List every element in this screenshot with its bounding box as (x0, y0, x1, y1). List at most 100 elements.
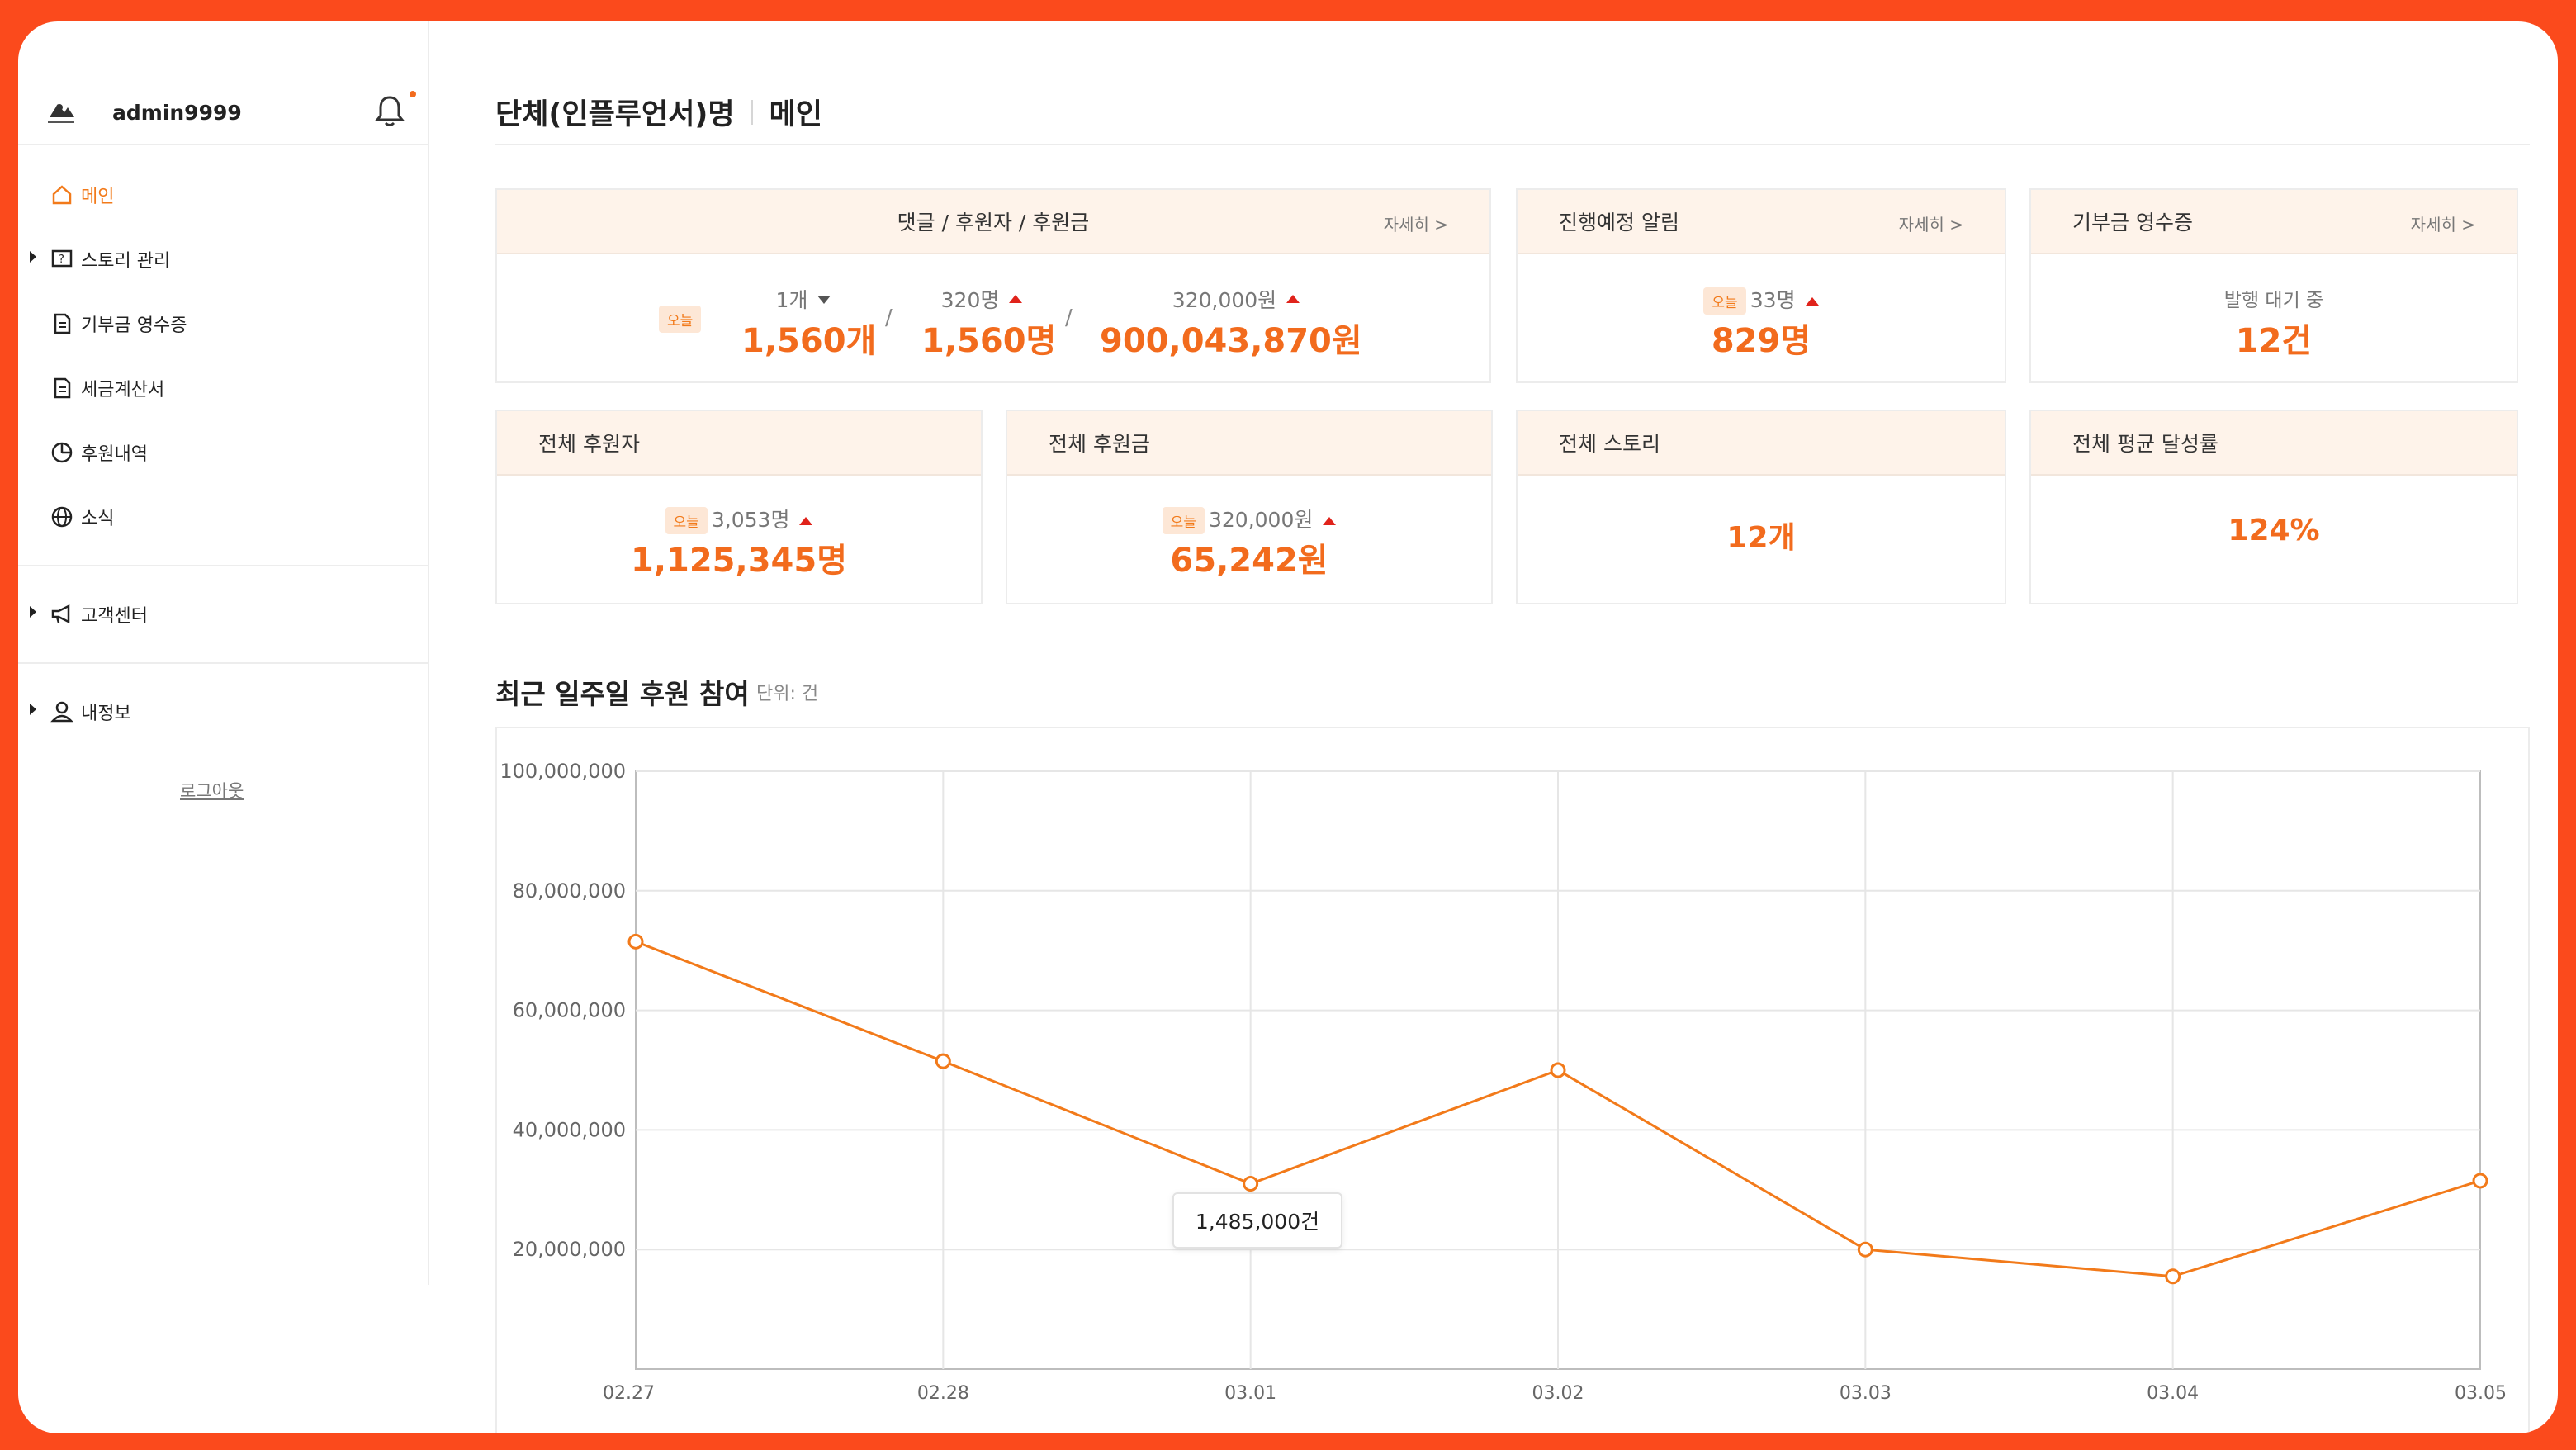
card-header: 전체 스토리 (1518, 411, 2005, 476)
trend-up-icon (1323, 516, 1337, 525)
document-icon (50, 311, 74, 336)
card-header: 전체 후원자 (497, 411, 981, 476)
card-title: 전체 스토리 (1559, 432, 1660, 456)
trend-up-icon (799, 516, 813, 525)
sidebar-item-label: 고객센터 (81, 606, 148, 627)
stat-row: 오늘 3,053명 (497, 504, 981, 534)
card-total-stories: 전체 스토리 12개 (1516, 410, 2006, 604)
trend-down-icon (817, 296, 831, 304)
card-upcoming-alerts: 진행예정 알림 자세히 > 오늘 33명 829명 (1516, 188, 2006, 383)
page-name: 메인 (769, 98, 822, 131)
sidebar-divider (18, 144, 429, 145)
data-point (1857, 1241, 1873, 1258)
caret-right-icon[interactable] (30, 704, 36, 715)
caret-right-icon[interactable] (30, 251, 36, 263)
bell-icon[interactable] (373, 92, 406, 129)
chart-container: 100,000,000 80,000,000 60,000,000 40,000,00… (495, 727, 2530, 1433)
today-badge: 오늘 (1162, 507, 1205, 534)
data-point (2165, 1268, 2181, 1285)
today-badge: 오늘 (1703, 287, 1746, 315)
caret-right-icon[interactable] (30, 606, 36, 618)
stat-row: 오늘 320,000원 (1007, 504, 1491, 534)
sidebar-item-main[interactable]: 메인 (50, 178, 114, 211)
sidebar-item-label: 소식 (81, 509, 115, 529)
stat-big-value: 1,560개 (741, 322, 877, 360)
sidebar-item-label: 스토리 관리 (81, 251, 171, 272)
data-point (2472, 1173, 2488, 1189)
more-link[interactable]: 자세히 > (1898, 215, 1963, 235)
sidebar-item-label: 메인 (81, 187, 115, 207)
data-point (1243, 1176, 1259, 1192)
separator: / (885, 306, 893, 330)
data-point (935, 1053, 951, 1069)
card-donation-receipt: 기부금 영수증 자세히 > 발행 대기 중 12건 (2029, 188, 2518, 383)
card-title: 댓글 / 후원자 / 후원금 (897, 211, 1090, 235)
x-tick-label: 03.01 (1224, 1383, 1276, 1404)
clock-icon (50, 440, 74, 465)
stat-sub-value: 발행 대기 중 (2223, 290, 2324, 311)
stat-sub-value: 320명 (940, 288, 1000, 312)
user-icon (50, 699, 74, 724)
stat-comments: 1개 (741, 284, 865, 314)
more-link[interactable]: 자세히 > (2410, 215, 2475, 235)
data-point (627, 933, 644, 950)
sidebar-item-story[interactable]: ? 스토리 관리 (50, 243, 170, 276)
stat-sub-value: 33명 (1750, 288, 1796, 312)
chart-section-title: 최근 일주일 후원 참여 (495, 678, 750, 710)
x-tick-label: 03.05 (2455, 1383, 2507, 1404)
sidebar-item-support[interactable]: 고객센터 (50, 598, 148, 631)
card-header: 기부금 영수증 자세히 > (2031, 190, 2517, 254)
stat-big-value: 829명 (1711, 322, 1811, 360)
card-header: 댓글 / 후원자 / 후원금 자세히 > (497, 190, 1489, 254)
trend-up-icon (1286, 295, 1300, 303)
trend-up-icon (1009, 295, 1023, 303)
org-name: 단체(인플루언서)명 (495, 98, 735, 131)
sidebar-item-tax-invoice[interactable]: 세금계산서 (50, 372, 164, 405)
stat-amount: 320,000원 (1133, 284, 1339, 314)
stat-sub-value: 1개 (775, 288, 808, 312)
chart-unit-label: 단위: 건 (756, 684, 819, 704)
x-tick-label: 02.28 (917, 1383, 969, 1404)
more-link[interactable]: 자세히 > (1383, 215, 1448, 235)
profile: admin9999 (43, 91, 416, 134)
card-header: 전체 후원금 (1007, 411, 1491, 476)
svg-text:?: ? (59, 254, 64, 266)
line-chart: 100,000,000 80,000,000 60,000,000 40,000,00… (500, 760, 2507, 1404)
sidebar-item-label: 후원내역 (81, 444, 148, 465)
stat-big-value: 124% (2228, 514, 2320, 547)
card-header: 전체 평균 달성률 (2031, 411, 2517, 476)
sidebar-item-label: 내정보 (81, 704, 131, 724)
y-tick-label: 100,000,000 (500, 760, 626, 783)
stat-sub-value: 3,053명 (711, 508, 790, 532)
story-icon: ? (50, 247, 74, 272)
separator: / (1065, 306, 1073, 330)
document-icon (50, 376, 74, 400)
today-badge: 오늘 (665, 507, 708, 534)
megaphone-icon (50, 602, 74, 627)
title-underline (495, 144, 2530, 145)
today-badge: 오늘 (659, 306, 702, 333)
stat-big-value: 900,043,870원 (1100, 322, 1362, 360)
y-tick-label: 40,000,000 (513, 1118, 626, 1141)
stat-big-value: 12개 (1726, 521, 1796, 555)
sidebar-item-news[interactable]: 소식 (50, 500, 114, 533)
page-title: 단체(인플루언서)명 메인 (495, 91, 822, 133)
sidebar-item-label: 세금계산서 (81, 380, 165, 400)
sidebar-item-my-info[interactable]: 내정보 (50, 695, 131, 728)
stat-big-value: 1,125,345명 (630, 542, 847, 580)
card-title: 전체 평균 달성률 (2072, 432, 2218, 456)
y-tick-label: 80,000,000 (513, 879, 626, 903)
sidebar-item-donations[interactable]: 후원내역 (50, 436, 148, 469)
org-logo-icon (48, 104, 74, 123)
sidebar-divider (18, 662, 429, 664)
card-title: 기부금 영수증 (2072, 211, 2193, 235)
logout-link[interactable]: 로그아웃 (180, 781, 244, 801)
title-divider (751, 99, 753, 125)
x-tick-label: 03.02 (1532, 1383, 1584, 1404)
x-tick-label: 03.03 (1840, 1383, 1892, 1404)
stat-row: 오늘 33명 (1518, 284, 2005, 315)
card-total-donors: 전체 후원자 오늘 3,053명 1,125,345명 (495, 410, 983, 604)
sidebar-item-receipt[interactable]: 기부금 영수증 (50, 307, 187, 340)
stat-donors: 320명 (920, 284, 1044, 314)
stat-sub-value: 320,000원 (1208, 508, 1314, 532)
